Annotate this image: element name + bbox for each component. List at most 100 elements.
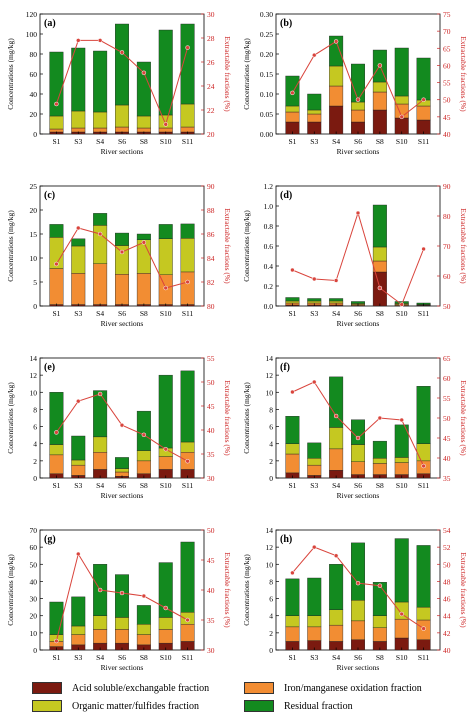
- bar-residual: [115, 232, 129, 246]
- bar-organic: [115, 468, 129, 473]
- bar-organic: [372, 458, 387, 464]
- y-axis-title: Concentrations (mg/kg): [242, 210, 251, 282]
- extractable-point: [333, 553, 339, 558]
- y-tick-label: 14: [266, 526, 274, 535]
- x-axis-title: River sections: [337, 663, 380, 672]
- x-tick-label: S11: [418, 309, 430, 318]
- panel-label: (d): [280, 190, 292, 201]
- y-tick-label: 8: [33, 405, 37, 414]
- x-tick-label: S11: [182, 653, 194, 662]
- bar-residual: [416, 386, 431, 444]
- bar-residual: [93, 213, 108, 226]
- bar-organic: [285, 443, 300, 455]
- legend-swatch-organic: [32, 700, 62, 712]
- extractable-point: [333, 413, 339, 419]
- y2-tick-label: 50: [443, 96, 451, 105]
- bar-residual: [307, 442, 322, 459]
- bar-iron: [115, 126, 129, 133]
- bar-organic: [93, 111, 108, 129]
- x-tick-label: S10: [160, 481, 172, 490]
- y2-tick-label: 45: [443, 434, 451, 443]
- x-tick-label: S1: [52, 481, 60, 490]
- bar-organic: [394, 457, 409, 463]
- bar-residual: [136, 410, 151, 451]
- x-tick-label: S8: [376, 653, 384, 662]
- bar-residual: [329, 298, 344, 302]
- bar-residual: [180, 541, 195, 613]
- extractable-point: [76, 551, 81, 557]
- x-tick-label: S8: [376, 137, 384, 146]
- bar-iron: [351, 461, 365, 475]
- y-tick-label: 20: [30, 206, 38, 215]
- y-tick-label: 0.2: [264, 282, 274, 291]
- y2-tick-label: 22: [207, 106, 215, 115]
- bar-residual: [158, 374, 173, 449]
- chart-panel-a: 0 20 40 60 80 100 120 20 22 24 26 28 30 S1 S3 S4 S6 S8 S10…: [6, 10, 232, 156]
- y2-tick-label: 50: [443, 414, 451, 423]
- y2-tick-label: 45: [207, 402, 215, 411]
- bar-residual: [158, 29, 173, 116]
- panel-label: (e): [44, 362, 55, 373]
- panel-label: (b): [280, 18, 292, 29]
- bar-iron: [136, 460, 151, 474]
- y2-tick-label: 44: [443, 612, 451, 621]
- y-tick-label: 15: [30, 230, 38, 239]
- bar-organic: [49, 115, 64, 130]
- y2-tick-label: 20: [207, 130, 215, 139]
- bar-residual: [372, 440, 387, 459]
- y-tick-label: 20: [30, 110, 38, 119]
- y-tick-label: 10: [30, 388, 38, 397]
- legend-item-acid: Acid soluble/exchangable fraction: [32, 682, 209, 694]
- bar-residual: [49, 51, 64, 117]
- extractable-point: [399, 114, 404, 120]
- bar-iron: [329, 448, 344, 471]
- y-tick-label: 0: [33, 302, 37, 311]
- chart-panel-g: 0 10 20 30 40 50 60 70 30 35 40 45 50 S1 S3 S4 S6 S8 S10 S1…: [6, 526, 232, 672]
- extractable-point: [399, 611, 404, 617]
- panel-label: (f): [280, 362, 290, 373]
- y2-tick-label: 90: [207, 182, 215, 191]
- extractable-point: [421, 626, 426, 631]
- chart-panel-b: 0.00 0.05 0.10 0.15 0.20 0.25 0.30 40 45 50 55 60 65…: [242, 10, 468, 156]
- y-tick-label: 0: [33, 130, 37, 139]
- bar-organic: [307, 615, 322, 628]
- bar-organic: [115, 617, 129, 630]
- bar-residual: [329, 376, 344, 428]
- bar-iron: [351, 620, 365, 640]
- y2-tick-label: 70: [443, 27, 451, 36]
- bar-residual: [71, 596, 86, 627]
- y2-tick-label: 48: [443, 577, 451, 586]
- bar-iron: [307, 626, 322, 641]
- x-tick-label: S1: [288, 309, 296, 318]
- bar-iron: [71, 634, 86, 646]
- x-tick-label: S8: [140, 653, 148, 662]
- y2-tick-label: 50: [443, 560, 451, 569]
- bar-iron: [285, 453, 300, 474]
- bar-iron: [158, 127, 173, 133]
- y2-axis-title: Extractable fractions (%): [223, 552, 232, 628]
- extractable-point: [54, 430, 59, 435]
- bar-iron: [329, 85, 344, 107]
- legend-swatch-iron: [244, 682, 274, 694]
- y2-tick-label: 90: [443, 182, 451, 191]
- y-axis-title: Concentrations (mg/kg): [242, 554, 251, 626]
- y2-tick-label: 28: [207, 34, 215, 43]
- bar-organic: [394, 95, 409, 105]
- bar-iron: [93, 127, 108, 133]
- plot-frame: [275, 185, 441, 307]
- bar-organic: [329, 300, 344, 304]
- extractable-point: [163, 285, 168, 291]
- y-tick-label: 40: [30, 577, 38, 586]
- y-tick-label: 12: [266, 543, 274, 552]
- bar-iron: [115, 629, 129, 644]
- y2-tick-label: 80: [207, 302, 215, 311]
- bar-organic: [71, 110, 86, 129]
- x-tick-label: S3: [310, 653, 318, 662]
- extractable-point: [141, 70, 147, 76]
- bar-organic: [180, 103, 195, 128]
- y-tick-label: 60: [30, 543, 38, 552]
- x-tick-label: S8: [140, 481, 148, 490]
- extractable-point: [290, 90, 295, 96]
- bar-iron: [394, 462, 409, 475]
- y-tick-label: 14: [266, 354, 274, 363]
